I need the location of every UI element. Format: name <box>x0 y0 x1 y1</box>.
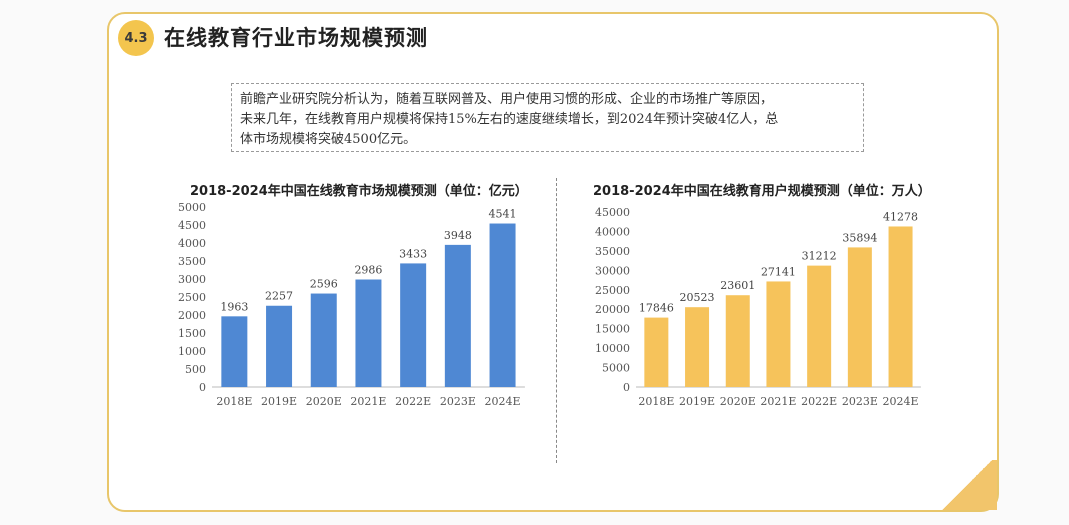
x-tick-label: 2021E <box>760 395 796 408</box>
x-tick-label: 2021E <box>350 395 386 408</box>
x-tick-label: 2020E <box>306 395 342 408</box>
bar <box>888 226 913 387</box>
bar <box>766 281 791 387</box>
data-label: 31212 <box>802 250 837 263</box>
data-label: 3948 <box>444 229 472 242</box>
y-tick-label: 1000 <box>178 345 206 358</box>
data-label: 20523 <box>680 291 715 304</box>
data-label: 3433 <box>399 247 427 260</box>
y-tick-label: 3000 <box>178 273 206 286</box>
bar <box>400 263 427 387</box>
x-tick-label: 2019E <box>261 395 297 408</box>
y-tick-label: 15000 <box>595 323 630 336</box>
data-label: 23601 <box>720 279 755 292</box>
x-tick-label: 2019E <box>679 395 715 408</box>
bar <box>725 295 750 387</box>
y-tick-label: 5000 <box>602 362 630 375</box>
data-label: 17846 <box>639 302 674 315</box>
data-label: 41278 <box>883 210 918 223</box>
y-tick-label: 45000 <box>595 206 630 219</box>
y-tick-label: 500 <box>185 363 206 376</box>
bar <box>807 265 832 387</box>
data-label: 27141 <box>761 265 796 278</box>
user-size-chart-title: 2018-2024年中国在线教育用户规模预测（单位：万人） <box>593 184 931 199</box>
analysis-note: 前瞻产业研究院分析认为，随着互联网普及、用户使用习惯的形成、企业的市场推广等原因… <box>231 83 864 152</box>
y-tick-label: 40000 <box>595 225 630 238</box>
market-size-bar-chart: 0 500 1000 1500 2000 2500 3000 3500 4000 4500 5000… <box>178 201 525 408</box>
y-tick-label: 4000 <box>178 237 206 250</box>
bar <box>266 305 293 387</box>
bar <box>355 279 382 387</box>
y-tick-label: 2500 <box>178 291 206 304</box>
chart-divider <box>556 178 557 463</box>
data-label: 2596 <box>310 278 338 291</box>
note-line: 前瞻产业研究院分析认为，随着互联网普及、用户使用习惯的形成、企业的市场推广等原因… <box>240 92 774 107</box>
bar <box>644 317 669 387</box>
bar <box>310 293 337 387</box>
user-size-bar-chart: 0 5000 10000 15000 20000 25000 30000 35000 40000… <box>595 206 921 408</box>
market-size-chart-title: 2018-2024年中国在线教育市场规模预测（单位：亿元） <box>190 184 528 199</box>
x-tick-label: 2018E <box>216 395 252 408</box>
data-label: 2257 <box>265 290 293 303</box>
y-tick-label: 3500 <box>178 255 206 268</box>
bar <box>847 247 872 387</box>
y-tick-label: 0 <box>199 381 206 394</box>
y-tick-label: 35000 <box>595 245 630 258</box>
y-tick-label: 5000 <box>178 201 206 214</box>
data-label: 1963 <box>220 300 248 313</box>
bar <box>444 244 471 387</box>
y-tick-label: 2000 <box>178 309 206 322</box>
y-tick-label: 20000 <box>595 303 630 316</box>
section-badge: 4.3 <box>118 20 154 56</box>
y-tick-label: 30000 <box>595 264 630 277</box>
y-tick-label: 0 <box>623 381 630 394</box>
x-tick-label: 2022E <box>395 395 431 408</box>
x-tick-label: 2018E <box>638 395 674 408</box>
data-label: 35894 <box>842 231 877 244</box>
y-tick-label: 25000 <box>595 284 630 297</box>
y-tick-label: 1500 <box>178 327 206 340</box>
x-tick-label: 2023E <box>842 395 878 408</box>
x-tick-label: 2022E <box>801 395 837 408</box>
bar <box>221 316 248 387</box>
note-line: 未来几年，在线教育用户规模将保持15%左右的速度继续增长，到2024年预计突破4… <box>240 112 779 127</box>
corner-decoration <box>937 460 997 510</box>
x-tick-label: 2024E <box>485 395 521 408</box>
y-tick-label: 4500 <box>178 219 206 232</box>
data-label: 4541 <box>489 208 517 221</box>
data-label: 2986 <box>354 264 382 277</box>
x-tick-label: 2023E <box>440 395 476 408</box>
note-line: 体市场规模将突破4500亿元。 <box>240 132 417 147</box>
x-tick-label: 2020E <box>720 395 756 408</box>
bar <box>489 223 516 387</box>
page-title: 在线教育行业市场规模预测 <box>164 26 428 50</box>
y-tick-label: 10000 <box>595 342 630 355</box>
bar <box>685 307 710 387</box>
x-tick-label: 2024E <box>883 395 919 408</box>
